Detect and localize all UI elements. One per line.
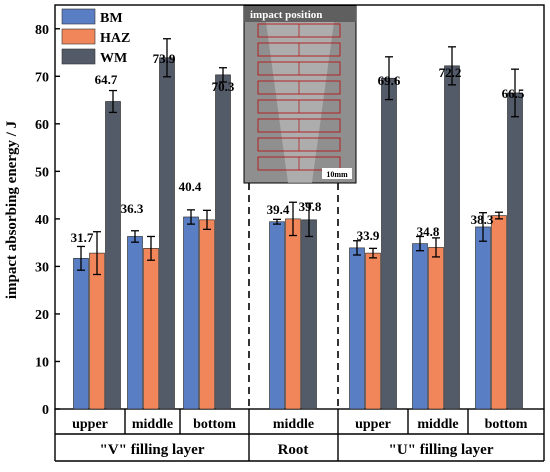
data-label: 40.4 (179, 179, 202, 194)
bar-wm (215, 74, 231, 410)
data-label: 39.4 (267, 202, 290, 217)
bar-wm (507, 92, 523, 410)
data-label: 34.8 (417, 224, 440, 239)
bar-wm (444, 65, 460, 410)
legend-swatch-bm (61, 8, 96, 25)
inset-header (244, 6, 356, 22)
bar-bm (475, 226, 491, 410)
bar-haz (491, 215, 507, 410)
data-label: 69.6 (378, 73, 401, 88)
bar-haz (89, 252, 105, 410)
y-tick-label: 40 (35, 213, 49, 228)
legend: BM HAZ WM (61, 8, 130, 66)
x-group-label: "V" filling layer (100, 442, 205, 458)
x-category-label: middle (273, 417, 314, 432)
x-category-label: upper (355, 417, 391, 432)
x-group-label: "U" filling layer (389, 442, 494, 458)
data-label: 70.3 (212, 79, 235, 94)
bar-wm (301, 219, 317, 410)
data-label: 73.9 (153, 51, 176, 66)
bar-wm (159, 57, 175, 410)
bar-haz (365, 252, 381, 410)
legend-swatch-haz (61, 28, 96, 45)
bar-haz (143, 248, 159, 410)
y-tick-label: 50 (35, 165, 49, 180)
data-label: 36.3 (121, 201, 144, 216)
bar-wm (381, 77, 397, 410)
y-tick-label: 20 (35, 308, 49, 323)
y-tick-label: 10 (35, 355, 49, 370)
bar-bm (183, 216, 199, 410)
data-label: 38.3 (471, 212, 494, 227)
inset-title: impact position (250, 9, 322, 21)
data-label: 39.8 (299, 199, 322, 214)
bar-bm (127, 236, 143, 410)
bar-bm (73, 258, 89, 410)
legend-label-haz: HAZ (100, 31, 130, 46)
data-label: 31.7 (71, 230, 94, 245)
scale-bar-box (322, 168, 352, 179)
bar-bm (412, 243, 428, 410)
x-category-label: upper (72, 417, 108, 432)
y-tick-label: 80 (35, 23, 49, 38)
bar-wm (105, 101, 121, 410)
data-label: 66.5 (502, 86, 525, 101)
x-category-label: bottom (193, 417, 236, 432)
y-tick-label: 70 (35, 70, 49, 85)
legend-label-wm: WM (100, 51, 127, 66)
bar-haz (285, 218, 301, 410)
legend-swatch-wm (61, 48, 96, 65)
x-category-label: middle (417, 417, 458, 432)
data-label: 72.2 (439, 65, 462, 80)
data-label: 33.9 (357, 228, 380, 243)
data-label: 64.7 (95, 72, 118, 87)
bar-bm (349, 247, 365, 410)
scale-bar-label: 10mm (326, 170, 348, 179)
y-tick-label: 60 (35, 118, 49, 133)
bar-haz (428, 247, 444, 410)
bar-bm (269, 221, 285, 410)
x-category-label: middle (132, 417, 173, 432)
y-axis-label: impact absorbing energy / J (4, 120, 20, 299)
x-group-label: Root (278, 442, 309, 458)
y-tick-label: 30 (35, 260, 49, 275)
y-tick-label: 0 (42, 403, 49, 418)
bar-haz (199, 219, 215, 410)
x-category-label: bottom (485, 417, 528, 432)
legend-label-bm: BM (100, 11, 123, 26)
